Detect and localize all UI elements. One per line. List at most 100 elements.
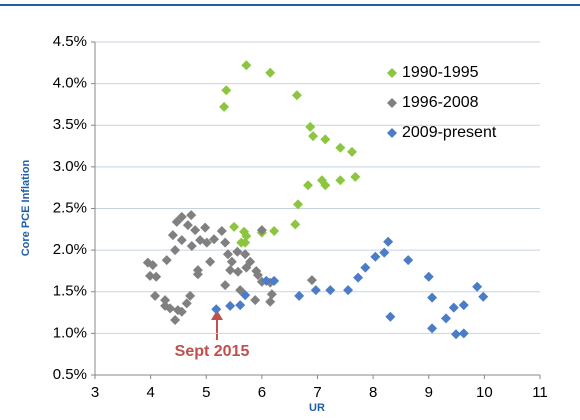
point (220, 280, 231, 291)
point (181, 298, 192, 309)
point (232, 266, 243, 277)
point (451, 329, 462, 340)
point (360, 262, 371, 273)
x-tick-label: 8 (369, 384, 377, 401)
point (293, 199, 304, 210)
point (385, 311, 396, 322)
x-tick-label: 10 (476, 384, 493, 401)
point (211, 304, 222, 315)
y-tick-label: 2.5% (53, 199, 87, 216)
y-tick-label: 3.5% (53, 116, 87, 133)
point (269, 225, 280, 236)
point (182, 220, 193, 231)
point (160, 295, 171, 306)
point (290, 219, 301, 230)
point (145, 270, 156, 281)
point (403, 255, 414, 266)
point (353, 272, 364, 283)
point (220, 237, 231, 248)
point (325, 285, 336, 296)
point (205, 256, 216, 267)
point (383, 236, 394, 247)
point (190, 225, 201, 236)
legend-marker (387, 98, 397, 108)
point (150, 290, 161, 301)
y-tick-label: 1.5% (53, 283, 87, 300)
x-tick-label: 4 (146, 384, 154, 401)
point (291, 90, 302, 101)
point (427, 292, 438, 303)
point (219, 101, 230, 112)
annotation-arrowhead (211, 310, 223, 320)
point (216, 225, 227, 236)
point (192, 269, 203, 280)
x-tick-label: 6 (258, 384, 266, 401)
y-tick-label: 4.5% (53, 33, 87, 50)
point (440, 313, 451, 324)
point (176, 306, 187, 317)
point (303, 180, 314, 191)
point (266, 289, 277, 300)
point (200, 222, 211, 233)
point (478, 291, 489, 302)
y-axis-label: Core PCE Inflation (20, 159, 32, 256)
point (186, 210, 197, 221)
point (265, 67, 276, 78)
point (170, 315, 181, 326)
point (458, 300, 469, 311)
point (250, 295, 261, 306)
point (221, 85, 232, 96)
point (171, 216, 182, 227)
point (316, 175, 327, 186)
point (265, 296, 276, 307)
point (448, 302, 459, 313)
legend-label: 1990-1995 (402, 64, 479, 81)
point (343, 285, 354, 296)
y-tick-label: 3.0% (53, 158, 87, 175)
legend-label: 2009-present (402, 124, 497, 141)
point (346, 146, 357, 157)
point (241, 60, 252, 71)
point (305, 121, 316, 132)
point (294, 290, 305, 301)
y-tick-label: 1.0% (53, 324, 87, 341)
point (335, 175, 346, 186)
point (423, 271, 434, 282)
point (151, 271, 162, 282)
point (225, 265, 236, 276)
x-tick-label: 5 (202, 384, 210, 401)
point (427, 323, 438, 334)
point (310, 285, 321, 296)
point (269, 275, 280, 286)
point (256, 225, 267, 236)
point (170, 245, 181, 256)
point (241, 230, 252, 241)
point (370, 251, 381, 262)
point (235, 300, 246, 311)
legend-marker (387, 68, 397, 78)
point (240, 249, 251, 260)
point (240, 237, 251, 248)
point (252, 270, 263, 281)
legend-label: 1996-2008 (402, 94, 479, 111)
y-tick-label: 4.0% (53, 75, 87, 92)
point (229, 221, 240, 232)
y-tick-label: 2.0% (53, 241, 87, 258)
point (167, 230, 178, 241)
x-tick-label: 7 (313, 384, 321, 401)
point (458, 328, 469, 339)
point (320, 134, 331, 145)
point (222, 249, 233, 260)
point (147, 260, 158, 271)
point (472, 281, 483, 292)
point (350, 171, 361, 182)
point (335, 142, 346, 153)
y-tick-label: 0.5% (53, 366, 87, 383)
legend-marker (387, 128, 397, 138)
x-tick-label: 3 (91, 384, 99, 401)
annotation: Sept 2015 (175, 343, 250, 360)
point (165, 303, 176, 314)
point (261, 275, 272, 286)
x-tick-label: 9 (425, 384, 433, 401)
